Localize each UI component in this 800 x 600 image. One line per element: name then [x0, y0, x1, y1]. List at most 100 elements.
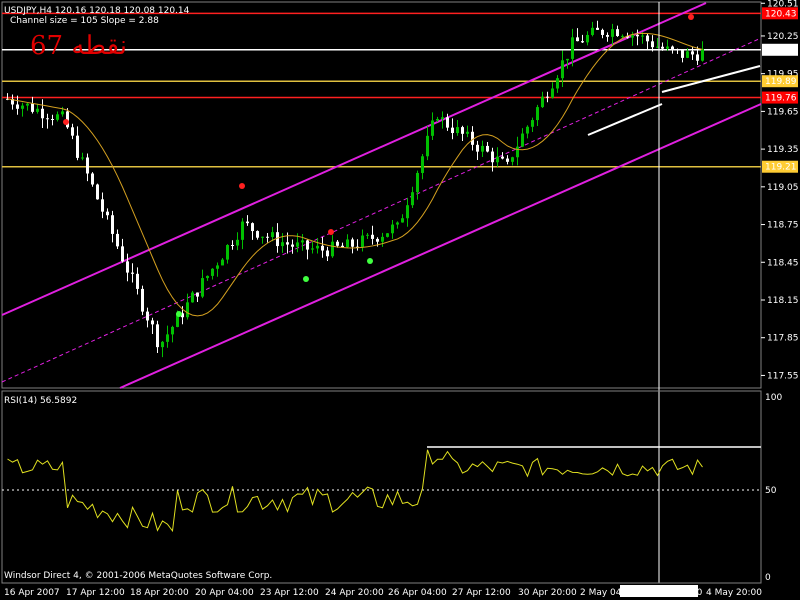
- candle-body-37: [191, 292, 194, 303]
- candle-body-75: [381, 236, 384, 242]
- rsi-label: RSI(14) 56.5892: [4, 396, 77, 406]
- candle-body-87: [441, 117, 444, 119]
- candle-body-138: [696, 54, 699, 61]
- candle-body-93: [471, 131, 474, 145]
- candle-body-85: [431, 120, 434, 136]
- candle-body-4: [26, 103, 29, 106]
- x-tick-label-9: 2 May 04:00: [580, 588, 636, 598]
- candle-body-56: [286, 242, 289, 245]
- fractal-dot-2: [328, 229, 334, 235]
- candle-body-120: [606, 34, 609, 37]
- moving-average-line: [7, 32, 703, 317]
- candle-body-64: [326, 250, 329, 257]
- candle-body-127: [641, 35, 644, 37]
- rsi-tick-1: 50: [765, 486, 777, 496]
- candle-body-23: [121, 246, 124, 262]
- x-tick-label-4: 23 Apr 12:00: [260, 588, 319, 598]
- candle-body-92: [466, 131, 469, 134]
- candle-body-1: [11, 98, 14, 105]
- candle-body-74: [376, 238, 379, 242]
- candle-body-7: [41, 108, 44, 119]
- fractal-dot-6: [367, 258, 373, 264]
- candle-body-68: [346, 239, 349, 248]
- candle-body-39: [201, 278, 204, 297]
- candle-body-24: [126, 261, 129, 273]
- candle-body-72: [366, 234, 369, 236]
- candle-body-57: [291, 244, 294, 247]
- candle-body-96: [486, 145, 489, 152]
- rsi-panel: [1, 390, 762, 584]
- candle-body-136: [686, 51, 689, 58]
- x-crosshair-tag-bg: [620, 585, 698, 597]
- candle-body-19: [101, 199, 104, 212]
- candle-body-108: [546, 96, 549, 98]
- candle-body-77: [391, 224, 394, 234]
- candle-body-36: [186, 302, 189, 318]
- candle-body-2: [16, 104, 19, 109]
- candle-body-21: [111, 215, 114, 234]
- candle-body-43: [221, 259, 224, 266]
- candle-body-32: [166, 334, 169, 342]
- candle-body-106: [536, 107, 539, 121]
- candle-body-35: [181, 313, 184, 318]
- candle-body-128: [646, 35, 649, 42]
- candle-body-104: [526, 126, 529, 134]
- candle-body-34: [176, 313, 179, 327]
- candle-body-86: [436, 118, 439, 121]
- candle-body-94: [476, 144, 479, 152]
- price-tag-bg-4: [762, 160, 798, 173]
- price-tag-4: 119.21: [765, 163, 797, 173]
- candle-body-122: [616, 29, 619, 37]
- white-trendline-low: [587, 103, 663, 136]
- candle-body-95: [481, 145, 484, 152]
- candle-body-44: [226, 245, 229, 260]
- candle-body-139: [701, 48, 704, 61]
- candle-body-11: [61, 111, 64, 115]
- candle-body-62: [316, 245, 319, 249]
- y-tick-label-5: 119.05: [767, 183, 799, 193]
- candle-body-133: [671, 46, 674, 50]
- candle-body-53: [271, 232, 274, 238]
- candle-body-91: [461, 127, 464, 134]
- rsi-line: [7, 449, 703, 533]
- candle-body-114: [576, 37, 579, 42]
- price-tag-1: 120.14: [765, 46, 797, 56]
- x-tick-label-0: 16 Apr 2007: [4, 588, 60, 598]
- y-tick-label-6: 118.75: [767, 221, 799, 231]
- candle-body-10: [56, 114, 59, 120]
- y-tick-label-7: 118.45: [767, 258, 799, 268]
- y-tick-label-9: 117.85: [767, 334, 799, 344]
- rsi-tick-0: 100: [765, 393, 782, 403]
- candle-body-83: [421, 156, 424, 173]
- price-panel-frame: [1, 1, 762, 389]
- candle-body-109: [551, 88, 554, 98]
- candle-body-90: [456, 127, 459, 134]
- candle-body-116: [586, 34, 589, 43]
- candle-body-119: [601, 29, 604, 35]
- candle-body-78: [396, 222, 399, 225]
- candle-body-20: [106, 211, 109, 216]
- candle-body-98: [496, 156, 499, 163]
- candle-body-132: [666, 46, 669, 49]
- candle-body-107: [541, 96, 544, 108]
- price-tag-bg-3: [762, 91, 798, 104]
- candle-body-17: [91, 173, 94, 185]
- rsi-panel-frame: [1, 390, 762, 584]
- candle-body-26: [136, 273, 139, 289]
- candle-body-76: [386, 233, 389, 237]
- candle-body-45: [231, 245, 234, 247]
- candle-body-105: [531, 120, 534, 127]
- x-crosshair-tag: 2007.05.03 20:00: [622, 588, 703, 598]
- candle-body-29: [151, 320, 154, 325]
- candle-body-70: [356, 246, 359, 248]
- x-tick-label-5: 24 Apr 20:00: [325, 588, 384, 598]
- candle-body-58: [296, 242, 299, 247]
- candle-body-125: [631, 34, 634, 38]
- candle-body-84: [426, 135, 429, 157]
- candle-body-15: [81, 157, 84, 159]
- candle-body-31: [161, 341, 164, 348]
- rsi-tick-2: 0: [765, 573, 771, 583]
- candle-body-40: [206, 275, 209, 279]
- y-tick-label-1: 120.25: [767, 32, 799, 42]
